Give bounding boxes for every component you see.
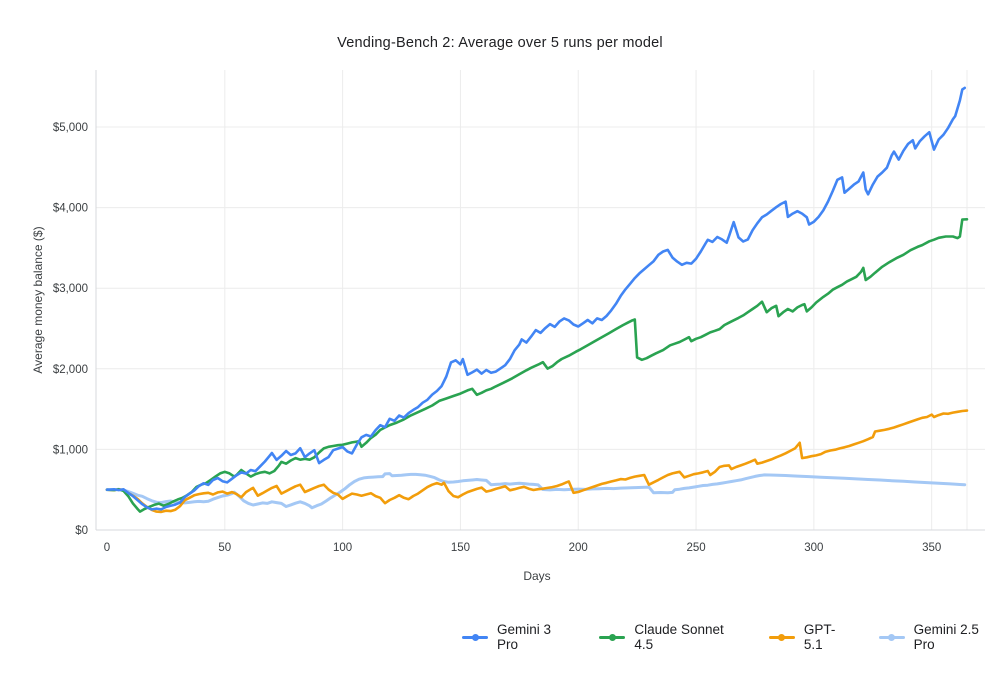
series-line-gpt-5-1 [105,409,969,514]
legend-label-gemini-3-pro: Gemini 3 Pro [497,622,552,652]
x-axis-title: Days [523,569,551,583]
y-tick-label-3000: $3,000 [53,283,88,295]
y-tick-label-5000: $5,000 [53,122,88,134]
series-line-claude-sonnet-4-5 [105,218,969,513]
y-tick-label-1000: $1,000 [53,444,88,456]
x-tick-label-0: 0 [104,542,110,554]
x-tick-label-250: 250 [686,542,705,554]
legend-label-claude-sonnet-4-5: Claude Sonnet 4.5 [634,622,724,652]
x-tick-label-150: 150 [451,542,470,554]
series-line-gemini-2-5-pro [105,472,967,510]
chart-title: Vending-Bench 2: Average over 5 runs per… [337,35,663,51]
y-tick-label-4000: $4,000 [53,203,88,215]
y-tick-label-2000: $2,000 [53,364,88,376]
x-tick-label-100: 100 [333,542,352,554]
x-tick-label-50: 50 [218,542,231,554]
legend-item-claude-sonnet-4-5[interactable]: Claude Sonnet 4.5 [599,622,742,652]
legend-label-gpt-5-1: GPT-5.1 [803,622,836,652]
y-tick-label-0: $0 [75,525,88,537]
legend-marker-gemini-2-5-pro-icon [878,633,905,642]
legend-marker-gemini-3-pro-icon [462,633,488,642]
legend-item-gemini-3-pro[interactable]: Gemini 3 Pro [462,622,572,652]
series-line-gemini-3-pro [105,86,967,511]
legend-label-gemini-2-5-pro: Gemini 2.5 Pro [913,622,979,652]
legend-item-gpt-5-1[interactable]: GPT-5.1 [768,622,852,652]
legend-marker-gpt-5-1-icon [768,633,795,642]
legend: Gemini 3 Pro Claude Sonnet 4.5 GPT-5.1 G… [462,622,1000,652]
x-tick-label-350: 350 [922,542,941,554]
x-tick-label-300: 300 [804,542,823,554]
x-tick-label-200: 200 [569,542,588,554]
legend-marker-claude-sonnet-4-5-icon [599,633,626,642]
legend-item-gemini-2-5-pro[interactable]: Gemini 2.5 Pro [878,622,1000,652]
